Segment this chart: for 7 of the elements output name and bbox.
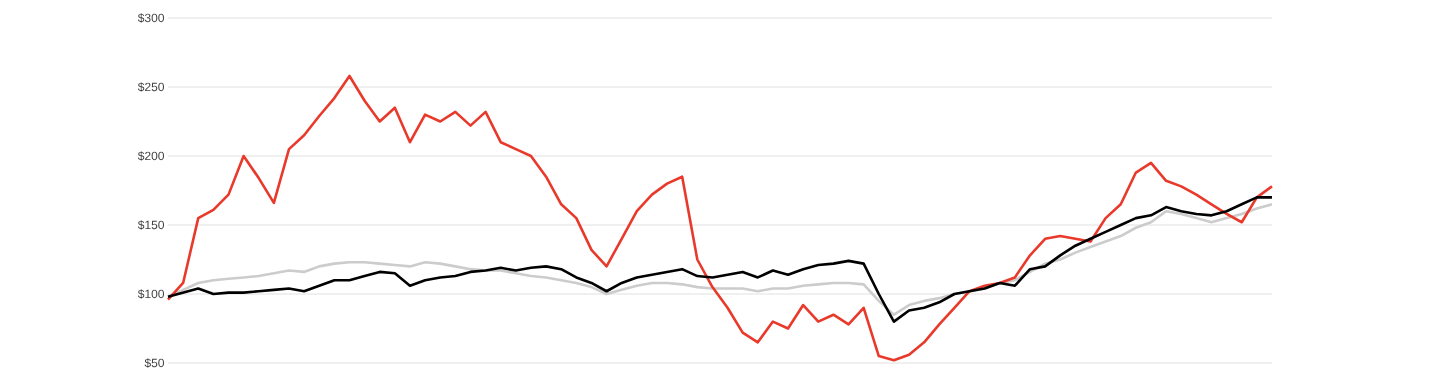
y-tick-label: $300 [137, 13, 165, 23]
y-tick-label: $100 [137, 289, 165, 299]
y-tick-label: $50 [144, 358, 165, 368]
y-tick-label: $200 [137, 151, 165, 161]
y-tick-label: $250 [137, 82, 165, 92]
y-tick-label: $150 [137, 220, 165, 230]
line-series [166, 74, 1274, 362]
